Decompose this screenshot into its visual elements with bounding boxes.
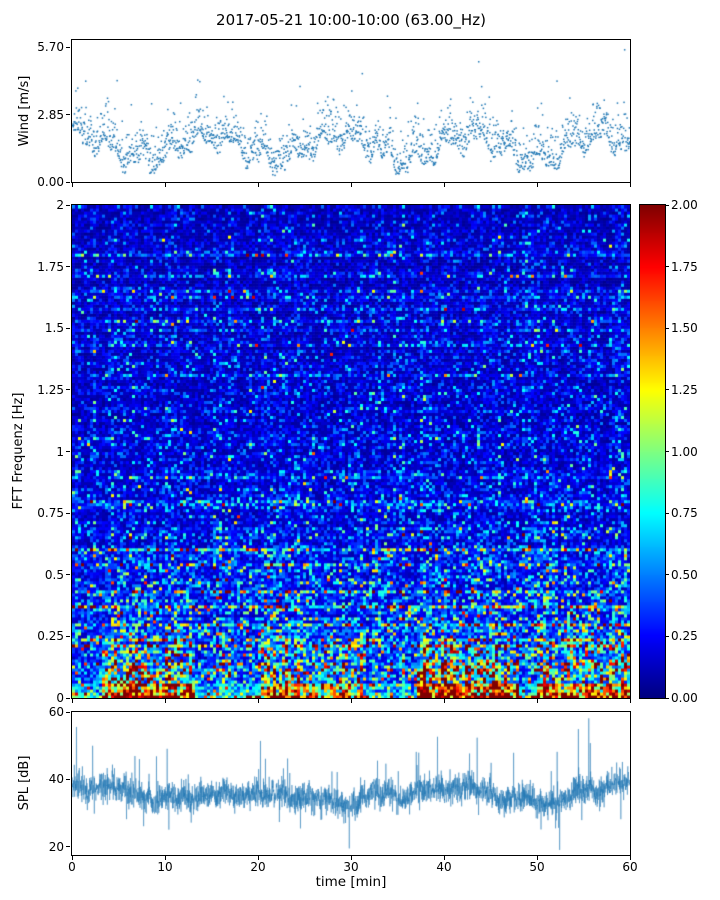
spectrogram-canvas [72,205,630,698]
figure-title: 2017-05-21 10:00-10:00 (63.00_Hz) [216,11,486,29]
spectrogram-ytick-mark [66,697,70,699]
colorbar-tick-label: 0.00 [671,691,698,705]
x-tick-label: 30 [343,860,359,874]
colorbar-tick-label: 0.50 [671,567,698,582]
spectrogram-ytick-mark [66,451,70,452]
spectrogram-xtick-mark [443,699,445,703]
wind-xtick-mark [536,183,538,187]
spl-xtick-mark [629,856,631,860]
spl-ytick-mark [66,711,70,713]
spectrogram-xtick-mark [629,699,631,703]
spectrogram-ytick-label: 0.5 [44,567,64,582]
wind-ytick-label: 0.00 [37,175,64,189]
spectrogram-xtick-mark [350,699,352,703]
x-tick-label: 60 [622,860,638,874]
spl-xtick-mark [71,856,73,860]
spectrogram-ytick-label: 0.25 [37,629,64,644]
wind-ytick-label: 2.85 [37,107,64,122]
spectrogram-ytick-mark [66,266,70,268]
spectrogram-ytick-label: 0.75 [37,506,64,521]
wind-xtick-mark [350,183,352,187]
wind-xtick-mark [443,183,445,187]
colorbar-tick-mark [665,204,669,206]
spl-ytick-mark [66,846,70,848]
wind-xtick-mark [71,183,73,187]
spectrogram-ytick-mark [66,635,70,637]
spectrogram-ytick-label: 2 [56,198,64,212]
wind-xtick-mark [629,183,631,187]
x-tick-label: 20 [250,860,266,874]
x-tick-label: 10 [157,860,173,874]
colorbar-tick-label: 1.50 [671,321,698,336]
spl-ytick-mark [66,778,70,780]
spl-xtick-mark [257,856,259,860]
spectrogram-ytick-mark [66,327,70,329]
spl-ytick-label: 20 [48,839,64,854]
wind-ytick-mark [66,114,70,116]
spectrogram-ytick-label: 1.5 [44,321,64,336]
colorbar-tick-mark [665,266,669,268]
spectrogram-ytick-mark [66,512,70,514]
spl-xtick-mark [350,856,352,860]
spl-line-canvas [72,712,630,855]
spectrogram-plot-area [71,204,631,699]
wind-scatter-canvas [72,40,630,182]
x-tick-label: 50 [529,860,545,874]
spectrogram-ytick-label: 1.75 [37,259,64,274]
spl-ytick-label: 60 [48,705,64,719]
colorbar-tick-mark [665,512,669,514]
spectrogram-ytick-label: 1 [56,444,64,459]
spectrogram-xtick-mark [164,699,166,703]
colorbar-tick-mark [665,574,669,576]
colorbar-tick-mark [665,451,669,452]
x-tick-label: 40 [436,860,452,874]
spl-ytick-label: 40 [48,772,64,787]
wind-xtick-mark [164,183,166,187]
colorbar-tick-label: 1.25 [671,382,698,397]
colorbar-tick-mark [665,327,669,329]
spectrogram-xtick-mark [257,699,259,703]
colorbar-tick-mark [665,635,669,637]
spectrogram-ytick-label: 1.25 [37,382,64,397]
wind-plot-area [71,39,631,183]
wind-ytick-mark [66,181,70,183]
colorbar-tick-mark [665,389,669,391]
spectrogram-ytick-label: 0 [56,691,64,705]
colorbar-canvas [640,205,665,698]
colorbar-tick-label: 0.25 [671,629,698,644]
x-axis-label: time [min] [315,874,387,890]
wind-ytick-mark [66,46,70,48]
spl-xtick-mark [443,856,445,860]
spectrogram-ytick-mark [66,389,70,391]
spectrogram-xtick-mark [71,699,73,703]
wind-xtick-mark [257,183,259,187]
colorbar-tick-label: 1.00 [671,444,698,459]
spectrogram-ytick-mark [66,204,70,206]
spectrogram-xtick-mark [536,699,538,703]
wind-ytick-label: 5.70 [37,40,64,55]
colorbar-tick-label: 0.75 [671,506,698,521]
colorbar-tick-label: 2.00 [671,198,698,212]
spl-xtick-mark [164,856,166,860]
colorbar [639,204,666,699]
spl-plot-area [71,711,631,856]
spectrogram-ytick-mark [66,574,70,576]
x-tick-label: 0 [68,860,76,874]
spl-xtick-mark [536,856,538,860]
colorbar-tick-label: 1.75 [671,259,698,274]
colorbar-tick-mark [665,697,669,699]
